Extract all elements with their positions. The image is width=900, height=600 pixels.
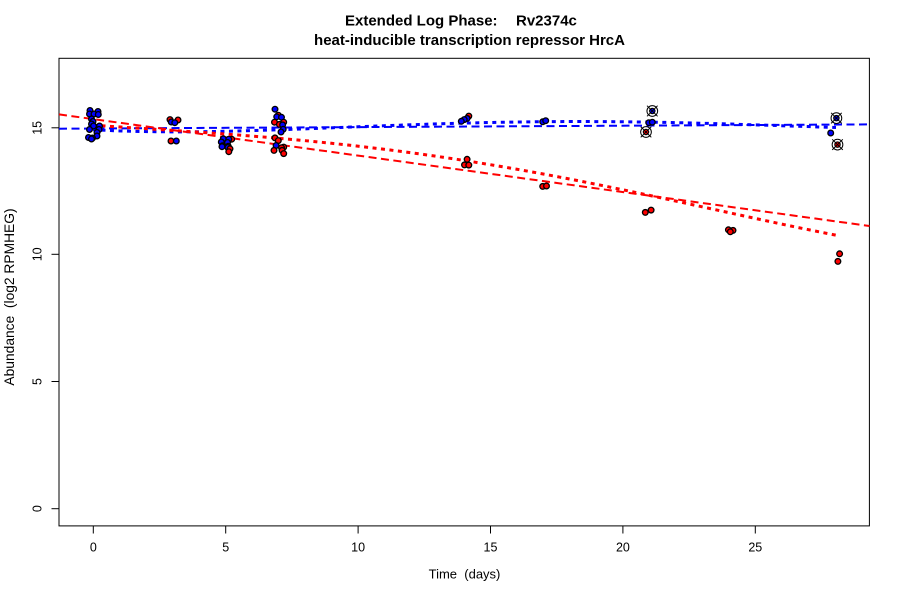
svg-text:Extended Log Phase:Rv2374c: Extended Log Phase: Rv2374c (345, 13, 577, 30)
svg-text:0: 0 (90, 541, 97, 555)
svg-text:15: 15 (484, 541, 498, 555)
svg-text:Abundance (log2 RPMHEG): Abundance (log2 RPMHEG) (2, 208, 17, 385)
svg-text:Time (days): Time (days) (429, 567, 501, 582)
svg-text:20: 20 (616, 541, 630, 555)
svg-text:10: 10 (31, 247, 45, 261)
svg-text:5: 5 (222, 541, 229, 555)
svg-text:heat-inducible transcription r: heat-inducible transcription repressor H… (314, 32, 625, 49)
svg-text:0: 0 (31, 505, 45, 512)
svg-text:15: 15 (31, 121, 45, 135)
svg-text:5: 5 (31, 378, 45, 385)
svg-text:10: 10 (351, 541, 365, 555)
svg-text:25: 25 (748, 541, 762, 555)
